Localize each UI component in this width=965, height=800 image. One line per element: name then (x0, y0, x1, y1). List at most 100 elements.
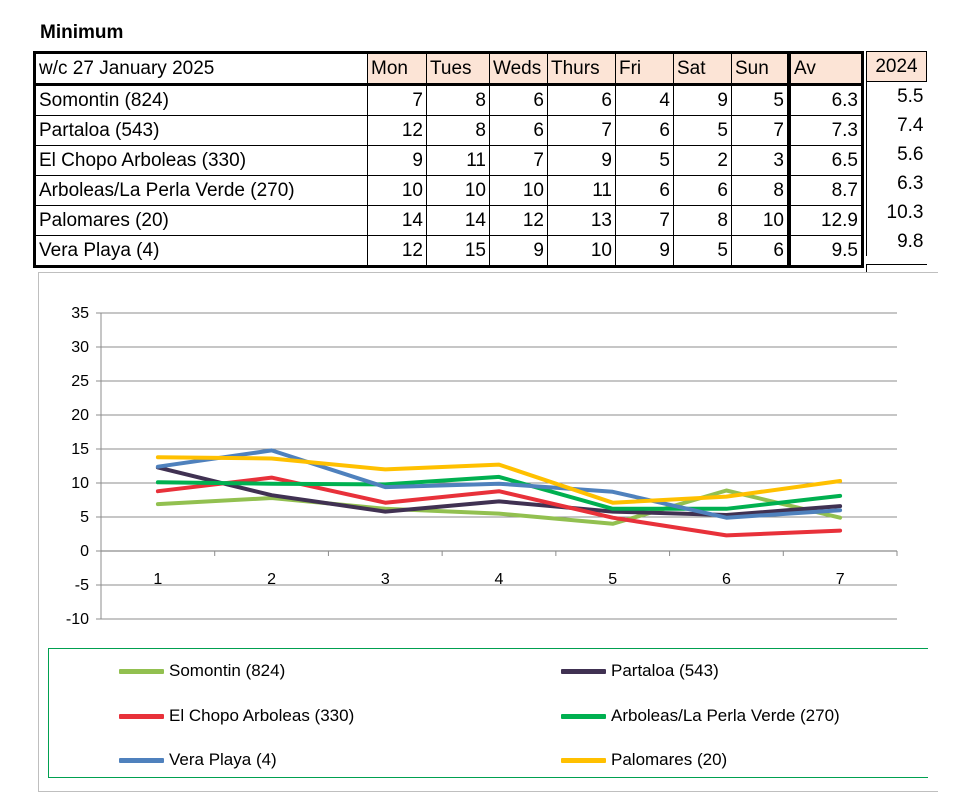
series-line-1 (155, 488, 843, 526)
legend-label: Arboleas/La Perla Verde (270) (611, 706, 840, 725)
day-value: 12 (367, 235, 427, 267)
day-header-fri: Fri (615, 52, 674, 86)
legend-label: Partaloa (543) (611, 661, 719, 680)
x-tick-label: 6 (722, 571, 731, 588)
y-tick-label: 35 (71, 305, 89, 322)
x-tick-label: 3 (381, 571, 390, 588)
average-value: 9.5 (789, 235, 863, 267)
day-value: 6 (489, 115, 548, 146)
day-value: 10 (547, 235, 616, 267)
page-title: Minimum (40, 22, 124, 43)
day-header-sun: Sun (731, 52, 789, 86)
day-value: 6 (547, 84, 616, 116)
y-tick-label: 0 (80, 543, 89, 560)
average-value: 6.3 (789, 84, 863, 116)
legend-swatch (561, 713, 606, 719)
series-line-2 (155, 465, 843, 517)
legend-label: Palomares (20) (611, 750, 728, 769)
average-header-row: Av (789, 52, 863, 86)
legend-item: El Chopo Arboleas (330) (119, 706, 354, 726)
legend-swatch (119, 757, 164, 763)
x-tick-label: 7 (836, 571, 845, 588)
y-tick-label: 15 (71, 441, 89, 458)
year-value: 7.4 (897, 115, 924, 136)
legend-item: Palomares (20) (561, 750, 727, 770)
y-tick-label: -5 (75, 577, 89, 594)
table-row: Partaloa (543) 12 8 6 7 6 5 7 (34, 115, 789, 146)
year-value: 5.6 (897, 144, 924, 165)
average-value: 8.7 (789, 175, 863, 206)
average-row: 7.3 (789, 115, 863, 146)
day-value: 13 (547, 205, 616, 236)
x-tick-label: 2 (267, 571, 276, 588)
year-value: 6.3 (897, 173, 924, 194)
day-value: 15 (426, 235, 490, 267)
day-header-sat: Sat (673, 52, 732, 86)
legend-item: Vera Playa (4) (119, 750, 277, 770)
day-value: 12 (367, 115, 427, 146)
average-row: 9.5 (789, 235, 863, 267)
legend-item: Partaloa (543) (561, 661, 719, 681)
year-row: 5.5 (867, 82, 927, 112)
year-header: 2024 (866, 51, 927, 82)
year-column-stub (866, 264, 927, 273)
day-value: 7 (367, 84, 427, 116)
day-value: 9 (489, 235, 548, 267)
y-tick-label: -10 (66, 611, 89, 628)
average-row: 6.3 (789, 84, 863, 116)
legend-label: El Chopo Arboleas (330) (169, 706, 355, 725)
temperature-table: w/c 27 January 2025 Mon Tues Weds Thurs … (33, 51, 790, 268)
series-line-4 (155, 474, 843, 511)
year-row: 10.3 (867, 198, 927, 227)
legend-swatch (561, 668, 606, 674)
year-value: 9.8 (897, 231, 924, 252)
y-tick-label: 10 (71, 475, 89, 492)
average-header: Av (789, 52, 863, 86)
y-tick-label: 25 (71, 373, 89, 390)
average-row: 12.9 (789, 205, 863, 236)
year-row: 7.4 (867, 111, 927, 140)
chart-legend: Somontin (824) Partaloa (543) El Chopo Arb… (48, 648, 928, 778)
y-tick-label: 5 (80, 509, 89, 526)
year-header-row: 2024 (866, 51, 927, 82)
station-name: Somontin (824) (34, 84, 368, 116)
y-tick-label: 20 (71, 407, 89, 424)
day-value: 10 (731, 205, 789, 236)
day-value: 6 (731, 235, 789, 267)
x-tick-label: 5 (608, 571, 617, 588)
x-tick-label: 4 (495, 571, 504, 588)
station-name: Vera Playa (4) (34, 235, 368, 267)
day-value: 8 (731, 175, 789, 206)
y-tick-label: 30 (71, 339, 89, 356)
legend-item: Somontin (824) (119, 661, 285, 681)
legend-label: Somontin (824) (169, 661, 286, 680)
year-value: 5.5 (897, 86, 924, 107)
day-value: 5 (673, 235, 732, 267)
legend-label: Vera Playa (4) (169, 750, 277, 769)
year-value: 10.3 (886, 202, 924, 223)
legend-swatch (119, 668, 164, 674)
day-value: 5 (731, 84, 789, 116)
year-row: 6.3 (867, 169, 927, 198)
day-value: 10 (426, 175, 490, 206)
station-name: Palomares (20) (34, 205, 368, 236)
year-row: 9.8 (867, 227, 927, 256)
station-name: Partaloa (543) (34, 115, 368, 146)
average-table: Av 6.3 7.3 6.5 8.7 12.9 9.5 (788, 51, 864, 268)
series-line-5 (155, 448, 843, 520)
table-header-row: w/c 27 January 2025 Mon Tues Weds Thurs … (34, 52, 789, 86)
week-label: w/c 27 January 2025 (34, 52, 368, 86)
day-value: 14 (367, 205, 427, 236)
legend-swatch (119, 713, 164, 719)
day-value: 9 (615, 235, 674, 267)
x-tick-label: 1 (153, 571, 162, 588)
day-value: 7 (731, 115, 789, 146)
legend-swatch (561, 757, 606, 763)
average-value: 7.3 (789, 115, 863, 146)
table-row: Palomares (20) 14 14 12 13 7 8 10 (34, 205, 789, 236)
average-row: 8.7 (789, 175, 863, 206)
series-line-6 (155, 455, 843, 505)
average-value: 12.9 (789, 205, 863, 236)
previous-year-table: 2024 5.5 7.4 5.6 6.3 10.3 9.8 (866, 51, 927, 256)
